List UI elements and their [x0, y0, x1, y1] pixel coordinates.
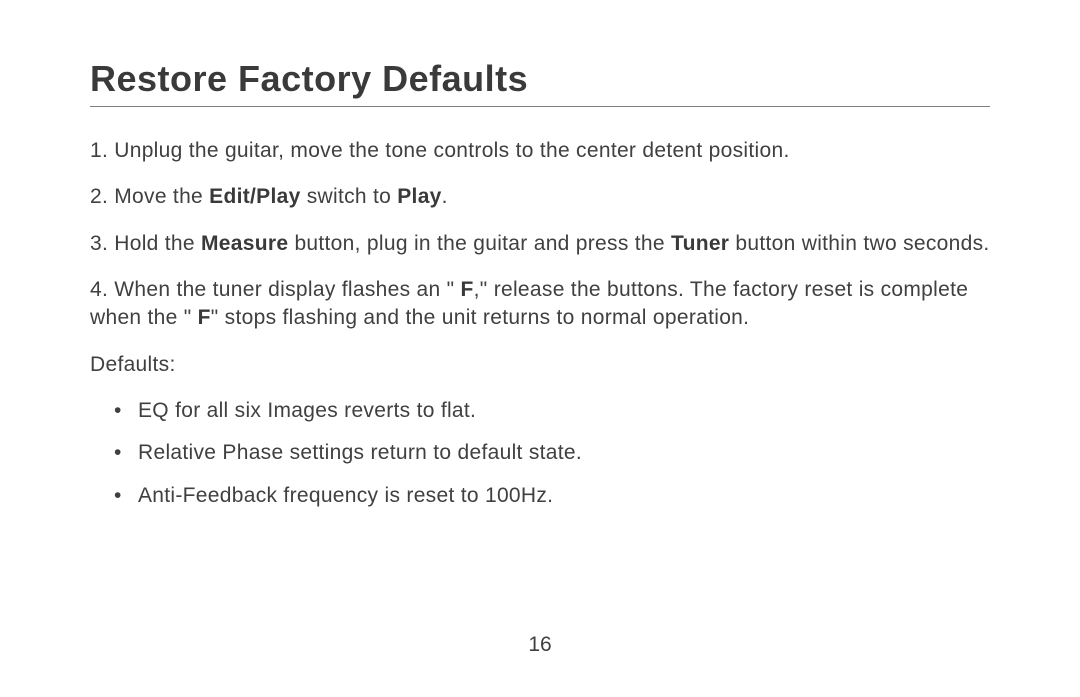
step-1: 1. Unplug the guitar, move the tone cont…: [90, 137, 990, 165]
step-4-text-a: 4. When the tuner display flashes an ": [90, 278, 461, 301]
step-2-text-c: switch to: [301, 185, 398, 208]
step-2-text-e: .: [442, 185, 448, 208]
step-3-text-e: button within two seconds.: [729, 232, 989, 255]
step-3-text-a: 3. Hold the: [90, 232, 201, 255]
page-body: 1. Unplug the guitar, move the tone cont…: [90, 137, 990, 510]
bold-f-2: F: [198, 306, 211, 329]
bold-measure: Measure: [201, 232, 288, 255]
step-3: 3. Hold the Measure button, plug in the …: [90, 230, 990, 258]
list-item: EQ for all six Images reverts to flat.: [90, 397, 990, 425]
defaults-label: Defaults:: [90, 351, 990, 379]
manual-page: Restore Factory Defaults 1. Unplug the g…: [0, 0, 1080, 697]
list-item: Relative Phase settings return to defaul…: [90, 439, 990, 467]
step-2-text-a: 2. Move the: [90, 185, 209, 208]
defaults-list: EQ for all six Images reverts to flat. R…: [90, 397, 990, 510]
page-title: Restore Factory Defaults: [90, 58, 990, 107]
step-4: 4. When the tuner display flashes an " F…: [90, 276, 990, 333]
page-number: 16: [0, 633, 1080, 657]
step-1-text: 1. Unplug the guitar, move the tone cont…: [90, 139, 790, 162]
default-2-text: Relative Phase settings return to defaul…: [138, 441, 582, 464]
default-1-text: EQ for all six Images reverts to flat.: [138, 399, 476, 422]
bold-f-1: F: [461, 278, 474, 301]
default-3-text: Anti-Feedback frequency is reset to 100H…: [138, 484, 553, 507]
step-4-text-e: " stops flashing and the unit returns to…: [211, 306, 750, 329]
step-3-text-c: button, plug in the guitar and press the: [288, 232, 671, 255]
step-2: 2. Move the Edit/Play switch to Play.: [90, 183, 990, 211]
bold-edit-play: Edit/Play: [209, 185, 300, 208]
bold-play: Play: [397, 185, 441, 208]
list-item: Anti-Feedback frequency is reset to 100H…: [90, 482, 990, 510]
bold-tuner: Tuner: [671, 232, 729, 255]
